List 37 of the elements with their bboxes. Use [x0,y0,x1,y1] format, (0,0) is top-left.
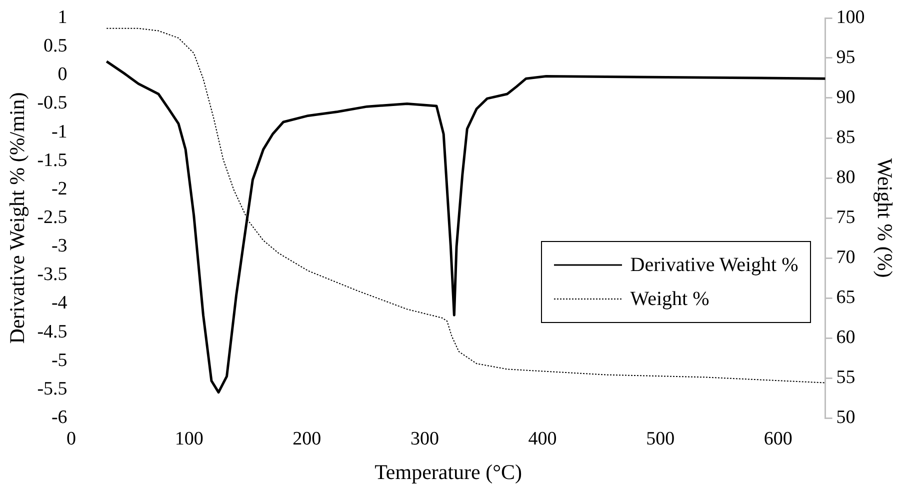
y2-tick-label: 100 [836,6,865,28]
y2-tick-label: 75 [836,206,856,228]
legend-label: Weight % [630,287,710,312]
y2-tick-label: 55 [836,366,856,388]
y-tick-label: -2.5 [37,206,68,228]
legend-label: Derivative Weight % [630,253,798,278]
x-tick-label: 400 [528,428,557,450]
y-tick-label: -5 [51,350,68,371]
y-tick-label: -5.5 [37,378,68,400]
x-tick-label: 100 [174,428,204,450]
y-tick-label: 0.5 [44,36,68,57]
y-tick-label: 1 [58,6,68,28]
x-tick-label: 500 [646,428,675,450]
y2-axis-title: Weight % (%) [872,158,897,278]
y-tick-label: -3.5 [37,264,68,286]
y2-tick-label: 50 [836,406,856,428]
y2-tick-label: 95 [836,46,856,68]
y2-tick-label: 70 [836,246,856,268]
x-axis-title: Temperature (°C) [374,460,522,484]
x-tick-label: 600 [764,428,792,450]
y-tick-label: -1 [51,121,68,142]
y-tick-label: 0 [58,64,68,86]
y-tick-label: -4.5 [37,321,68,342]
y-tick-label: -6 [51,406,68,428]
x-tick-label: 200 [292,428,322,450]
y2-tick-label: 65 [836,286,856,308]
x-tick-label: 300 [410,428,439,450]
y2-tick-label: 85 [836,126,856,148]
y2-tick-label: 60 [836,326,856,348]
y-tick-label: -4 [51,292,68,314]
y-axis-title: Derivative Weight % (%/min) [5,92,30,344]
y2-tick-label: 90 [836,86,856,108]
y-tick-label: -1.5 [37,150,68,171]
y-tick-label: -0.5 [37,92,68,114]
y-tick-label: -2 [51,178,68,200]
y-tick-label: -3 [51,236,68,257]
y2-tick-label: 80 [836,166,856,188]
